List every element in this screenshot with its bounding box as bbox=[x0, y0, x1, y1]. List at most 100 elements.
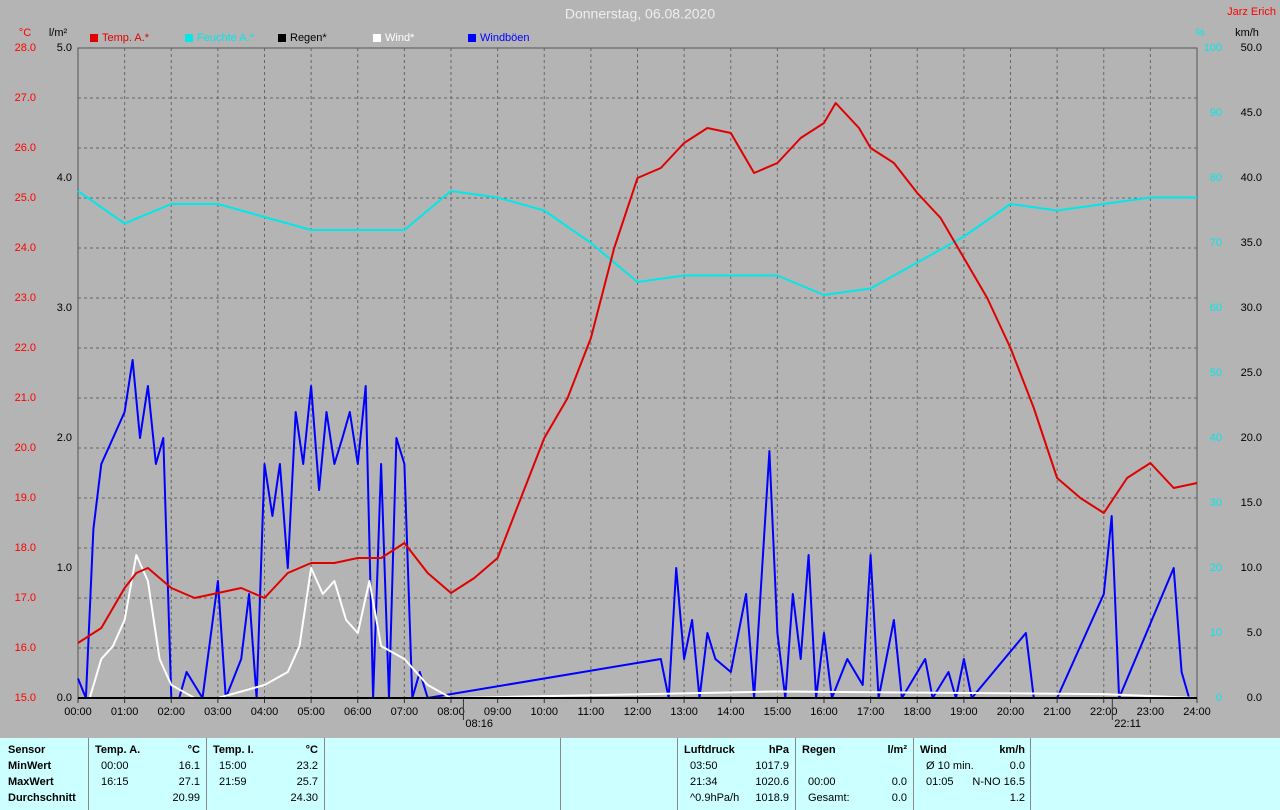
y-tick-label: 2.0 bbox=[57, 432, 72, 444]
legend-label: Temp. A.* bbox=[102, 32, 150, 44]
x-tick-label: 20:00 bbox=[997, 706, 1025, 718]
x-tick-label: 24:00 bbox=[1183, 706, 1211, 718]
cell-value: 1018.9 bbox=[755, 792, 789, 804]
y-tick-label: 10.0 bbox=[1241, 562, 1262, 574]
block-unit: °C bbox=[305, 744, 318, 756]
cell-time: 00:00 bbox=[101, 760, 129, 772]
cell-time: 16:15 bbox=[101, 776, 129, 788]
row-label: Durchschnitt bbox=[8, 792, 76, 804]
y-tick-label: 40 bbox=[1210, 432, 1222, 444]
axis-unit: km/h bbox=[1235, 27, 1259, 39]
y-tick-label: 20.0 bbox=[15, 442, 36, 454]
cell-value: 1020.6 bbox=[755, 776, 789, 788]
x-tick-label: 11:00 bbox=[578, 706, 605, 718]
x-tick-label: 09:00 bbox=[484, 706, 512, 718]
separator bbox=[795, 738, 796, 810]
legend-label: Wind* bbox=[385, 32, 415, 44]
y-tick-label: 20 bbox=[1210, 562, 1222, 574]
legend-label: Feuchte A.* bbox=[197, 32, 255, 44]
separator bbox=[1030, 738, 1031, 810]
block-title: Temp. A. bbox=[95, 744, 141, 756]
legend-label: Windböen bbox=[480, 32, 530, 44]
y-tick-label: 16.0 bbox=[15, 642, 36, 654]
row-label: Sensor bbox=[8, 744, 46, 756]
y-tick-label: 90 bbox=[1210, 107, 1222, 119]
block-unit: hPa bbox=[768, 744, 789, 756]
cell-time: 03:50 bbox=[690, 760, 718, 772]
cell-value: N-NO 16.5 bbox=[972, 776, 1025, 788]
y-tick-label: 45.0 bbox=[1241, 107, 1262, 119]
row-label: MinWert bbox=[8, 760, 52, 772]
cell-value: 20.99 bbox=[172, 792, 200, 804]
chart-title: Donnerstag, 06.08.2020 bbox=[565, 6, 715, 22]
block-title: Wind bbox=[920, 744, 947, 756]
separator bbox=[324, 738, 325, 810]
block-unit: °C bbox=[187, 744, 200, 756]
block-unit: km/h bbox=[999, 744, 1025, 756]
x-tick-label: 06:00 bbox=[344, 706, 372, 718]
x-tick-label: 16:00 bbox=[810, 706, 838, 718]
y-tick-label: 26.0 bbox=[15, 142, 36, 154]
y-tick-label: 80 bbox=[1210, 172, 1222, 184]
axis-unit: °C bbox=[19, 27, 31, 39]
cell-value: 0.0 bbox=[891, 792, 907, 804]
block-title: Regen bbox=[802, 744, 836, 756]
y-tick-label: 19.0 bbox=[15, 492, 36, 504]
x-tick-label: 07:00 bbox=[391, 706, 419, 718]
stats-table: Sensor MinWert MaxWert Durchschnitt Temp. A.… bbox=[0, 738, 1280, 810]
x-tick-label: 12:00 bbox=[624, 706, 652, 718]
y-tick-label: 100 bbox=[1204, 42, 1222, 54]
legend-swatch bbox=[468, 34, 476, 42]
cell-time: 00:00 bbox=[808, 776, 836, 788]
annotation: 22:11 bbox=[1114, 718, 1141, 730]
cell-value: 16.1 bbox=[178, 760, 200, 772]
cell-value: 0.0 bbox=[1009, 760, 1025, 772]
y-tick-label: 30.0 bbox=[1241, 302, 1262, 314]
x-tick-label: 03:00 bbox=[204, 706, 232, 718]
series-line bbox=[77, 102, 1198, 644]
cell-value: 27.1 bbox=[178, 776, 200, 788]
y-tick-label: 15.0 bbox=[15, 692, 36, 704]
y-tick-label: 50 bbox=[1210, 367, 1222, 379]
separator bbox=[677, 738, 678, 810]
x-tick-label: 18:00 bbox=[903, 706, 931, 718]
y-tick-label: 0.0 bbox=[57, 692, 72, 704]
legend-swatch bbox=[278, 34, 286, 42]
axis-unit: % bbox=[1195, 27, 1205, 39]
legend-swatch bbox=[90, 34, 98, 42]
y-tick-label: 22.0 bbox=[15, 342, 36, 354]
x-tick-label: 02:00 bbox=[157, 706, 185, 718]
y-tick-label: 70 bbox=[1210, 237, 1222, 249]
cell-time: 15:00 bbox=[219, 760, 247, 772]
cell-time: 01:05 bbox=[926, 776, 954, 788]
cell-value: 24.30 bbox=[290, 792, 318, 804]
x-tick-label: 10:00 bbox=[530, 706, 558, 718]
axis-unit: l/m² bbox=[49, 27, 68, 39]
y-tick-label: 23.0 bbox=[15, 292, 36, 304]
x-tick-label: 15:00 bbox=[764, 706, 792, 718]
y-tick-label: 30 bbox=[1210, 497, 1222, 509]
x-tick-label: 23:00 bbox=[1137, 706, 1165, 718]
separator bbox=[913, 738, 914, 810]
separator bbox=[560, 738, 561, 810]
y-tick-label: 18.0 bbox=[15, 542, 36, 554]
x-tick-label: 00:00 bbox=[64, 706, 92, 718]
cell-time: ^0.9hPa/h bbox=[690, 792, 740, 804]
block-unit: l/m² bbox=[887, 744, 907, 756]
cell-time: Gesamt: bbox=[808, 792, 850, 804]
y-tick-label: 25.0 bbox=[15, 192, 36, 204]
x-tick-label: 13:00 bbox=[670, 706, 698, 718]
cell-value: 0.0 bbox=[891, 776, 907, 788]
y-tick-label: 17.0 bbox=[15, 592, 36, 604]
x-tick-label: 05:00 bbox=[297, 706, 325, 718]
x-tick-label: 08:00 bbox=[437, 706, 465, 718]
chart: Donnerstag, 06.08.2020 Jarz Erich 00:00 0… bbox=[15, 6, 1276, 730]
annotation: 08:16 bbox=[465, 718, 493, 730]
y-tick-label: 28.0 bbox=[15, 42, 36, 54]
cell-time: Ø 10 min. bbox=[926, 760, 974, 772]
y-tick-label: 0.0 bbox=[1247, 692, 1262, 704]
y-tick-label: 0 bbox=[1216, 692, 1222, 704]
separator bbox=[88, 738, 89, 810]
y-tick-label: 5.0 bbox=[1247, 627, 1262, 639]
